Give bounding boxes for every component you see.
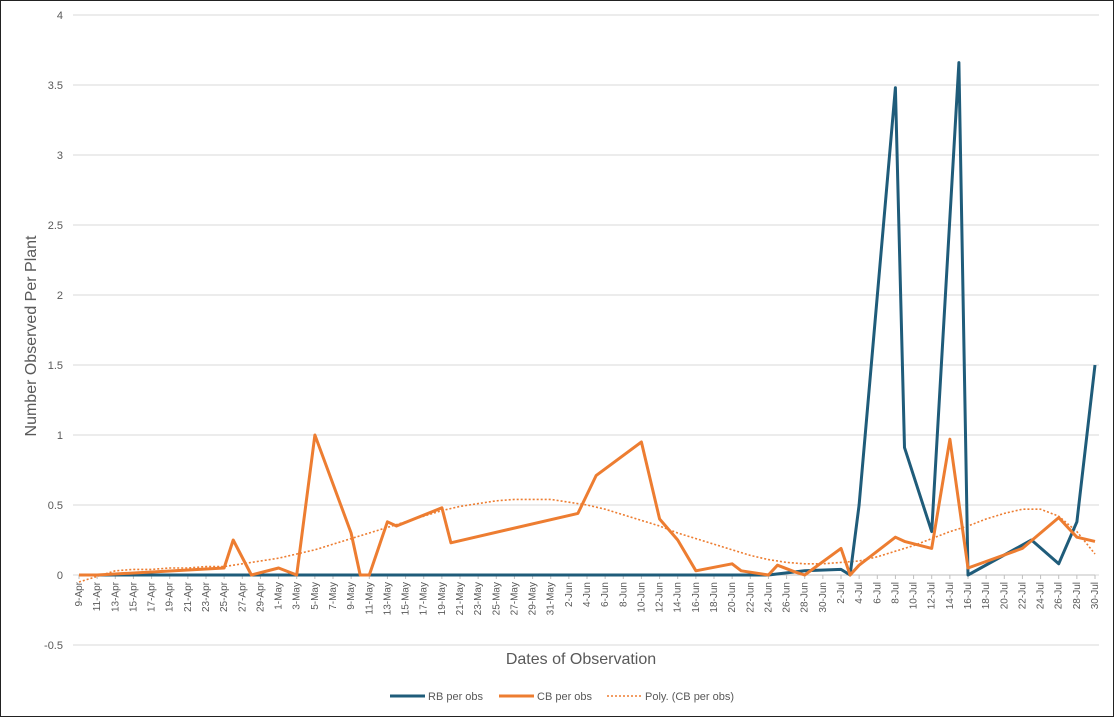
x-tick-label: 29-May <box>528 582 539 615</box>
legend: RB per obs CB per obs Poly. (CB per obs) <box>390 691 734 703</box>
x-tick-label: 19-Apr <box>165 581 176 612</box>
x-tick-label: 24-Jun <box>763 582 774 613</box>
y-axis-label: Number Observed Per Plant <box>23 235 40 437</box>
legend-item-rb: RB per obs <box>390 691 484 703</box>
x-tick-label: 14-Jun <box>673 582 684 613</box>
x-tick-label: 30-Jun <box>818 582 829 613</box>
x-tick-label: 5-May <box>310 582 321 610</box>
x-axis-label: Dates of Observation <box>506 651 656 668</box>
y-tick-label: 2 <box>57 290 63 302</box>
series-line-rb <box>79 61 1097 577</box>
x-tick-label: 2-Jul <box>836 582 847 604</box>
x-tick-label: 13-May <box>382 582 393 615</box>
x-tick-label: 2-Jun <box>564 582 575 607</box>
x-tick-label: 14-Jul <box>945 582 956 609</box>
x-tick-label: 23-Apr <box>201 581 212 612</box>
legend-label-poly: Poly. (CB per obs) <box>645 691 734 703</box>
x-tick-label: 20-Jun <box>727 582 738 613</box>
y-axis: -0.5 0 0.5 1 1.5 2 2.5 3 3.5 4 <box>44 10 63 652</box>
x-tick-label: 10-Jul <box>909 582 920 609</box>
x-tick-label: 21-May <box>455 582 466 615</box>
legend-item-cb: CB per obs <box>499 691 593 703</box>
series-line-cb <box>79 433 1096 577</box>
x-tick-label: 11-Apr <box>92 581 103 611</box>
x-tick-label: 6-Jun <box>600 582 611 607</box>
x-tick-label: 28-Jun <box>800 582 811 613</box>
x-tick-label: 29-Apr <box>255 581 266 612</box>
x-tick-label: 26-Jun <box>782 582 793 613</box>
gridlines <box>73 14 1099 646</box>
x-tick-label: 15-Apr <box>128 581 139 612</box>
x-tick-label: 4-Jul <box>854 582 865 604</box>
x-tick-label: 12-Jul <box>927 582 938 609</box>
x-tick-label: 25-Apr <box>219 581 230 612</box>
y-tick-label: 3 <box>57 150 63 162</box>
y-tick-label: 3.5 <box>48 80 63 92</box>
x-tick-label: 17-May <box>419 582 430 615</box>
x-tick-label: 12-Jun <box>655 582 666 613</box>
x-tick-label: 6-Jul <box>872 582 883 604</box>
x-tick-label: 1-May <box>274 582 285 610</box>
y-tick-label: 0 <box>57 570 63 582</box>
x-tick-label: 13-Apr <box>110 581 121 612</box>
y-tick-label: 1.5 <box>48 360 63 372</box>
x-tick-label: 30-Jul <box>1090 582 1101 609</box>
x-tick-label: 21-Apr <box>183 581 194 612</box>
y-tick-label: 1 <box>57 430 63 442</box>
x-tick-label: 7-May <box>328 582 339 610</box>
x-tick-label: 10-Jun <box>636 582 647 613</box>
x-tick-label: 23-May <box>473 582 484 615</box>
x-tick-label: 16-Jun <box>691 582 702 613</box>
x-axis: 9-Apr 11-Apr 13-Apr 15-Apr 17-Apr 19-Apr 21-Ap… <box>74 575 1101 615</box>
x-tick-label: 22-Jun <box>745 582 756 613</box>
x-tick-label: 9-Apr <box>74 581 85 606</box>
x-tick-label: 31-May <box>546 582 557 615</box>
x-tick-label: 25-May <box>491 582 502 615</box>
y-tick-label: 2.5 <box>48 220 63 232</box>
x-tick-label: 22-Jul <box>1017 582 1028 609</box>
x-tick-label: 27-May <box>509 582 520 615</box>
x-tick-label: 19-May <box>437 582 448 615</box>
legend-label-cb: CB per obs <box>537 691 593 703</box>
x-tick-label: 28-Jul <box>1072 582 1083 609</box>
x-tick-label: 8-Jul <box>890 582 901 604</box>
y-tick-label: 4 <box>57 10 63 22</box>
x-tick-label: 20-Jul <box>999 582 1010 609</box>
series-group <box>78 61 1097 583</box>
x-tick-label: 26-Jul <box>1054 582 1065 609</box>
y-tick-label: 0.5 <box>48 500 63 512</box>
x-tick-label: 4-Jun <box>582 582 593 607</box>
x-tick-label: 11-May <box>364 582 375 615</box>
x-tick-label: 16-Jul <box>963 582 974 609</box>
x-tick-label: 17-Apr <box>147 581 158 612</box>
legend-item-poly: Poly. (CB per obs) <box>607 691 734 703</box>
x-tick-label: 27-Apr <box>237 581 248 612</box>
x-tick-label: 3-May <box>292 582 303 610</box>
x-tick-label: 15-May <box>401 582 412 615</box>
x-tick-label: 18-Jul <box>981 582 992 609</box>
x-tick-label: 24-Jul <box>1036 582 1047 609</box>
x-tick-label: 18-Jun <box>709 582 720 613</box>
series-line-poly <box>78 498 1096 583</box>
x-tick-label: 8-Jun <box>618 582 629 607</box>
x-tick-label: 9-May <box>346 582 357 610</box>
legend-label-rb: RB per obs <box>428 691 484 703</box>
y-tick-label: -0.5 <box>44 640 63 652</box>
